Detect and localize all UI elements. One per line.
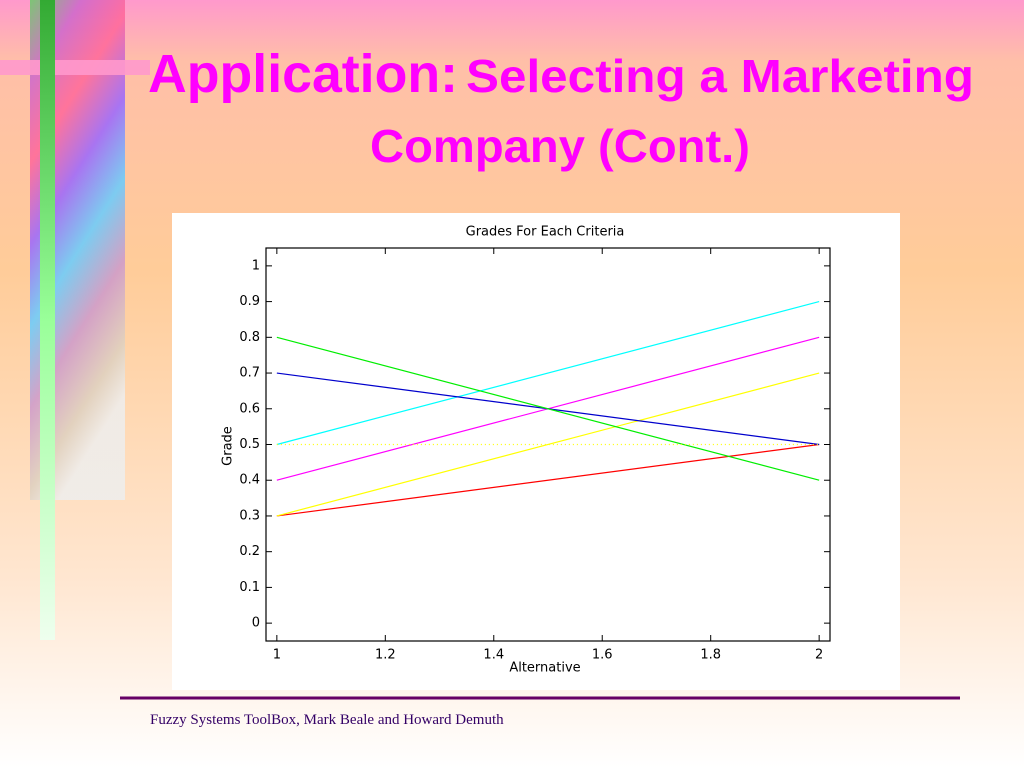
slide-title: Selecting a Marketing [466, 50, 974, 102]
y-tick-label: 0 [252, 616, 260, 631]
decorative-bar [40, 0, 55, 640]
y-tick-label: 0.8 [239, 330, 260, 345]
series-line [276, 336, 820, 481]
series-line [276, 372, 820, 517]
x-tick-label: 1 [273, 648, 281, 663]
x-tick-label: 1.4 [483, 648, 504, 663]
footer: Fuzzy Systems ToolBox, Mark Beale and Ho… [150, 712, 504, 728]
x-tick-label: 1.6 [592, 648, 613, 663]
chart-panel [172, 213, 900, 690]
x-tick-label: 1.2 [375, 648, 396, 663]
chart: Grades For Each Criteria Alternative Gra… [221, 225, 831, 676]
y-tick-label: 0.1 [239, 580, 260, 595]
decorative-band [0, 60, 150, 75]
slide-title: Company (Cont.) [370, 120, 750, 172]
y-tick-label: 0.9 [239, 294, 260, 309]
y-tick-label: 0.2 [239, 544, 260, 559]
slide-title-lead: Application: [148, 44, 458, 104]
y-axis-label: Grade [221, 426, 236, 466]
series-line [276, 301, 820, 446]
y-tick-label: 0.5 [239, 437, 260, 452]
x-tick-label: 1.8 [700, 648, 721, 663]
y-tick-label: 1 [252, 258, 260, 273]
y-tick-label: 0.7 [239, 366, 260, 381]
x-tick-label: 2 [815, 648, 823, 663]
y-tick-label: 0.3 [239, 508, 260, 523]
chart-title: Grades For Each Criteria [466, 225, 625, 240]
y-tick-label: 0.6 [239, 401, 260, 416]
x-axis-label: Alternative [509, 661, 580, 676]
y-tick-label: 0.4 [239, 473, 260, 488]
